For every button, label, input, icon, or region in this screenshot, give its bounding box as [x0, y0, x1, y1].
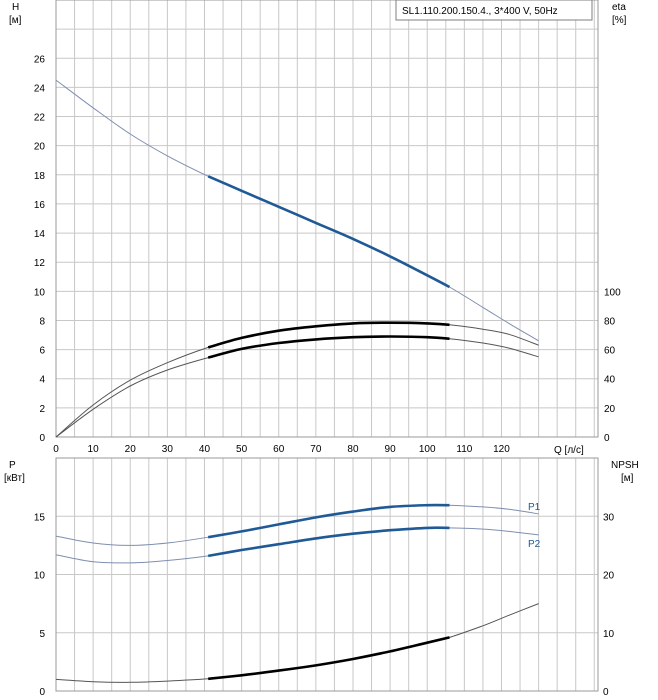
x-tick-label: 10	[88, 444, 100, 455]
lower-y2-tick-label: 10	[603, 629, 615, 640]
lower-y2-tick-label: 0	[603, 687, 609, 698]
x-tick-label: 30	[162, 444, 174, 455]
x-tick-label: 60	[273, 444, 285, 455]
x-tick-label: 110	[456, 444, 472, 455]
x-tick-label: 20	[125, 444, 137, 455]
upper-y2-tick-label: 100	[604, 287, 621, 298]
title-box	[395, 0, 593, 21]
upper-y2-tick-label: 20	[604, 404, 616, 415]
upper-y2-tick-label: 80	[604, 316, 616, 327]
upper-y-tick-label: 26	[34, 54, 46, 65]
chart-title: SL1.110.200.150.4., 3*400 V, 50Hz	[402, 6, 558, 17]
upper-y-tick-label: 16	[34, 200, 46, 211]
lower-p2-duty-segment	[207, 526, 450, 558]
lower-plot-frame	[55, 457, 599, 692]
upper-y2-tick-label: 40	[604, 375, 616, 386]
upper-y-tick-label: 0	[39, 433, 45, 444]
x-tick-label: 40	[199, 444, 211, 455]
lower-p1-duty-segment	[207, 503, 450, 539]
upper-y2-tick-label: 0	[604, 433, 610, 444]
x-tick-label: 50	[236, 444, 248, 455]
x-tick-label: 70	[310, 444, 322, 455]
upper-y-tick-label: 6	[39, 346, 45, 357]
upper-y-tick-label: 22	[34, 113, 46, 124]
upper-y-tick-label: 4	[39, 375, 45, 386]
upper-y-tick-label: 18	[34, 171, 46, 182]
series-label-p2: P2	[528, 539, 541, 550]
lower-y2-tick-label: 20	[603, 571, 615, 582]
x-tick-label: 0	[53, 444, 59, 455]
upper-y-tick-label: 8	[39, 316, 45, 327]
upper-xlabel: Q [л/с]	[554, 445, 584, 456]
upper-y2unit: [%]	[612, 15, 627, 26]
lower-y-tick-label: 10	[34, 571, 46, 582]
x-tick-label: 120	[493, 444, 510, 455]
upper-y-tick-label: 2	[39, 404, 45, 415]
lower-ylabel: P	[9, 460, 16, 471]
upper-y-tick-label: 20	[34, 142, 46, 153]
upper-y2label: eta	[612, 2, 626, 13]
x-tick-label: 90	[385, 444, 397, 455]
upper-y-tick-label: 24	[34, 83, 46, 94]
x-tick-label: 80	[347, 444, 359, 455]
lower-grid	[55, 457, 599, 692]
upper-y-tick-label: 12	[34, 258, 46, 269]
upper-eta2-duty-segment	[207, 335, 450, 359]
upper-grid	[55, 0, 599, 438]
upper-plot-frame	[55, 0, 599, 438]
lower-y-tick-label: 5	[39, 629, 45, 640]
tick-labels: 0 10 20 30 40 50 60 70 80 90 100 110 120024681012141…	[34, 54, 621, 698]
series-label-p1: P1	[528, 502, 541, 513]
upper-yunit: [м]	[9, 15, 22, 26]
curves	[55, 79, 539, 683]
upper-ylabel: H	[12, 2, 19, 13]
lower-y2label: NPSH	[611, 460, 639, 471]
upper-eta-duty-segment	[207, 321, 450, 349]
upper-y-tick-label: 10	[34, 287, 46, 298]
lower-yunit: [кВт]	[4, 473, 25, 484]
lower-npsh-duty-segment	[208, 636, 450, 681]
upper-h-duty-segment	[207, 175, 451, 289]
x-tick-label: 100	[419, 444, 436, 455]
lower-y-tick-label: 15	[34, 512, 46, 523]
upper-y2-tick-label: 60	[604, 346, 616, 357]
lower-y2-tick-label: 30	[603, 512, 615, 523]
lower-y2unit: [м]	[621, 473, 634, 484]
upper-y-tick-label: 14	[34, 229, 46, 240]
lower-y-tick-label: 0	[39, 687, 45, 698]
